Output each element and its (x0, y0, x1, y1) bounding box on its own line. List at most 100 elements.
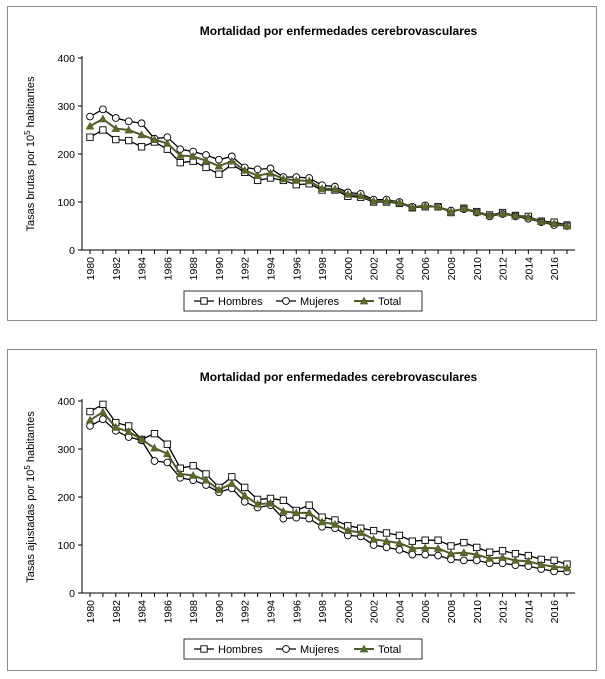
data-point-total (420, 543, 430, 552)
data-point-total (498, 209, 507, 217)
data-point-total (279, 506, 288, 515)
y-tick-label: 0 (69, 245, 75, 257)
data-point-total (227, 156, 237, 165)
legend-marker-total (359, 296, 369, 305)
data-point-hombres (460, 538, 468, 547)
x-tick-label: 2000 (343, 600, 355, 624)
series-line-mujeres (89, 108, 568, 227)
x-tick-label: 1994 (265, 600, 277, 624)
legend-marker-hombres (200, 297, 208, 305)
x-tick-label: 2006 (420, 257, 432, 281)
data-point-mujeres (434, 551, 442, 560)
data-point-total (188, 470, 198, 479)
data-point-mujeres (395, 545, 404, 554)
series-line-total (89, 410, 568, 570)
data-point-hombres (511, 549, 520, 558)
x-tick-label: 1988 (188, 257, 200, 281)
data-point-total (201, 475, 211, 484)
data-point-mujeres (163, 458, 172, 467)
x-tick-label: 1992 (240, 600, 252, 624)
data-point-total (253, 499, 262, 508)
data-point-hombres (125, 136, 133, 145)
data-point-total (240, 165, 250, 174)
x-tick-label: 2008 (446, 600, 458, 624)
data-point-hombres (369, 526, 378, 535)
data-point-total (395, 538, 404, 547)
y-tick-label: 400 (57, 53, 75, 65)
x-tick-label: 2004 (394, 257, 406, 281)
legend-marker-total (359, 644, 369, 653)
data-point-mujeres (86, 112, 94, 121)
data-point-hombres (215, 170, 223, 178)
data-point-total (369, 196, 378, 205)
data-point-total (214, 485, 224, 494)
x-tick-label: 1992 (240, 257, 252, 281)
legend-label-total: Total (378, 644, 401, 656)
data-point-total (304, 176, 314, 185)
x-tick-label: 1982 (111, 600, 123, 624)
x-tick-label: 1994 (265, 257, 277, 281)
data-point-total (175, 469, 185, 478)
y-tick-label: 200 (57, 149, 75, 161)
data-point-total (356, 528, 366, 536)
data-point-mujeres (99, 105, 107, 114)
data-point-total (562, 221, 572, 230)
y-tick-label: 100 (57, 197, 75, 209)
data-point-total (279, 174, 288, 183)
data-point-total (111, 422, 121, 431)
data-point-hombres (279, 496, 288, 505)
y-axis-label: Tasas ajustadas por 105 habitantes (23, 411, 37, 583)
data-point-total (150, 135, 159, 143)
x-tick-label: 2010 (472, 600, 484, 624)
data-point-hombres (176, 158, 184, 167)
chart-brutas: Mortalidad por enfermedades cerebrovascu… (23, 24, 575, 312)
x-tick-label: 2016 (549, 600, 561, 624)
data-point-total (433, 543, 443, 552)
data-point-total (407, 543, 417, 552)
data-point-total (472, 550, 482, 558)
data-point-total (395, 198, 404, 206)
legend-box (183, 638, 423, 660)
x-tick-label: 2016 (549, 257, 561, 281)
data-point-total (485, 211, 494, 219)
x-tick-label: 1984 (137, 257, 149, 281)
data-point-total (524, 212, 533, 221)
data-point-total (459, 548, 469, 557)
x-tick-label: 1984 (137, 600, 149, 624)
data-point-mujeres (472, 556, 481, 565)
data-point-hombres (447, 542, 455, 550)
x-tick-label: 2012 (498, 257, 510, 281)
data-point-total (85, 121, 95, 130)
data-point-total (433, 202, 443, 211)
data-point-total (85, 415, 95, 424)
data-point-total (253, 171, 262, 179)
x-tick-label: 2010 (472, 257, 484, 281)
x-tick-label: 1982 (111, 257, 123, 281)
data-point-total (549, 562, 559, 570)
legend-marker-mujeres (282, 297, 290, 305)
data-point-total (214, 161, 224, 170)
data-point-mujeres (460, 556, 468, 565)
data-point-total (420, 201, 430, 210)
data-point-hombres (421, 536, 429, 544)
data-point-hombres (395, 531, 404, 540)
legend-marker-mujeres (282, 645, 290, 653)
data-point-total (549, 219, 559, 227)
legend-label-mujeres: Mujeres (300, 644, 340, 656)
data-point-mujeres (305, 514, 314, 523)
data-point-total (446, 549, 456, 557)
data-point-total (536, 217, 546, 226)
data-point-hombres (305, 501, 313, 509)
data-point-mujeres (421, 550, 430, 559)
data-point-total (111, 124, 121, 132)
data-point-hombres (112, 135, 120, 144)
x-tick-label: 2006 (420, 600, 432, 624)
data-point-hombres (150, 429, 159, 438)
data-point-hombres (228, 473, 236, 481)
data-point-total (266, 498, 275, 507)
data-point-total (317, 184, 327, 192)
data-point-total (137, 434, 146, 443)
legend-marker-hombres (200, 645, 208, 653)
data-point-mujeres (498, 559, 507, 568)
data-point-total (304, 508, 314, 517)
